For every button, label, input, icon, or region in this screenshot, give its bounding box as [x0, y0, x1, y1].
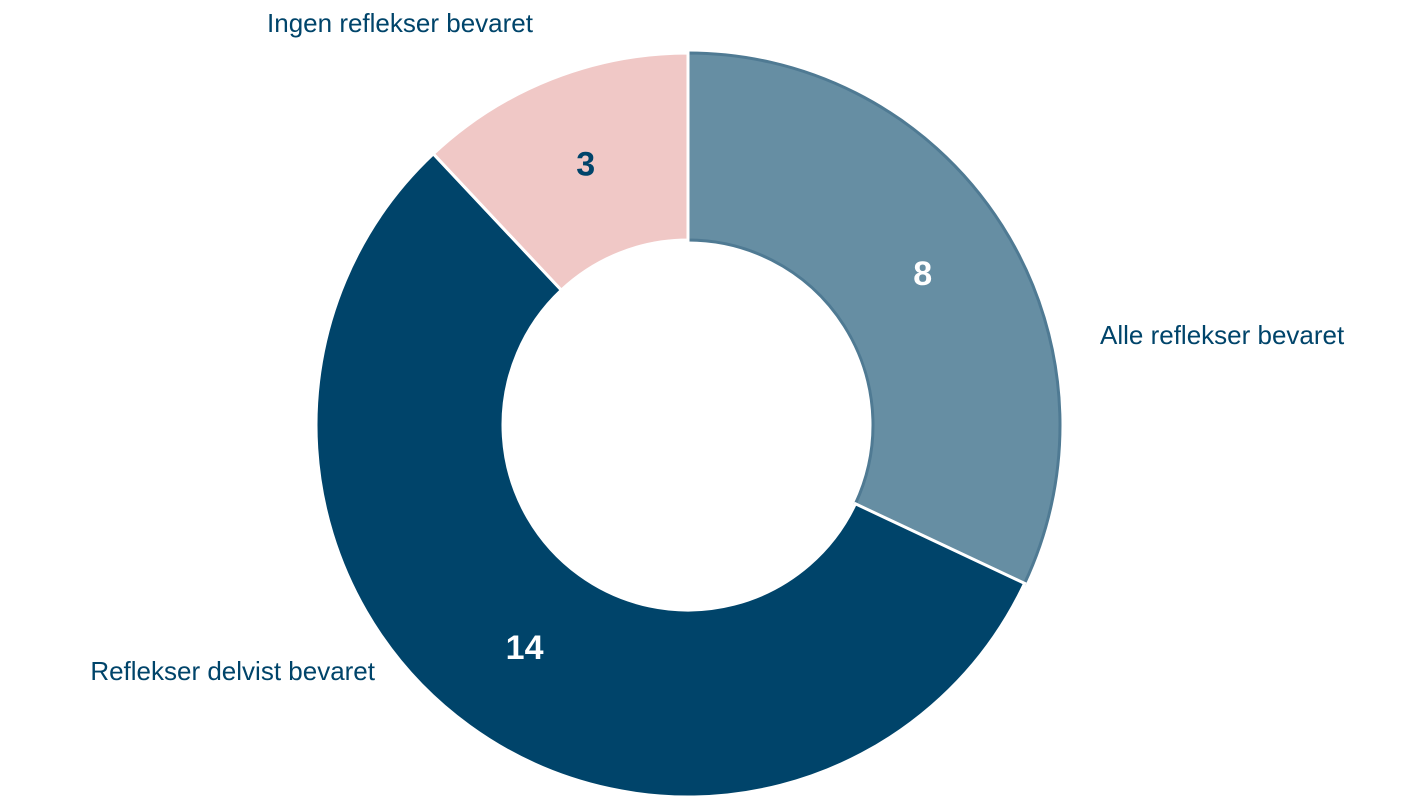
category-label: Reflekser delvist bevaret — [90, 656, 375, 686]
category-label: Alle reflekser bevaret — [1100, 320, 1345, 350]
category-label: Ingen reflekser bevaret — [267, 8, 534, 38]
donut-slice — [686, 51, 1062, 586]
donut-slice — [314, 151, 1027, 798]
data-label: 14 — [506, 629, 544, 667]
data-label: 8 — [913, 255, 932, 293]
data-label: 3 — [576, 146, 595, 184]
donut-slice — [431, 51, 690, 293]
